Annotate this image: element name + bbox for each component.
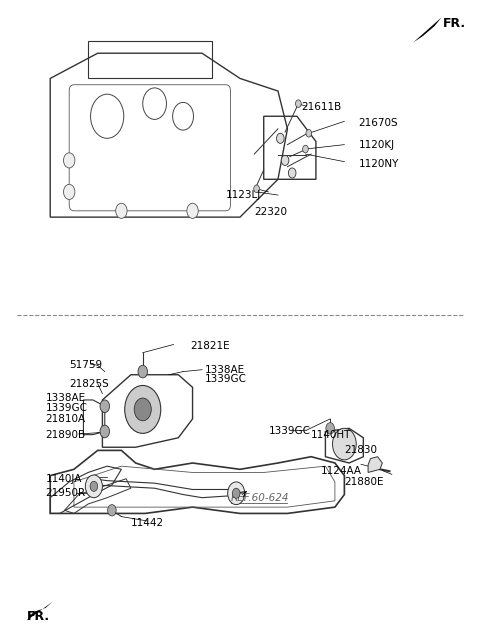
Polygon shape (368, 457, 383, 473)
Text: 1140HT: 1140HT (311, 430, 351, 439)
Circle shape (100, 400, 109, 413)
Circle shape (90, 481, 97, 492)
Text: 1124AA: 1124AA (321, 466, 361, 476)
Circle shape (254, 185, 260, 193)
Text: 1123LJ: 1123LJ (226, 190, 261, 200)
Text: 21611B: 21611B (301, 102, 342, 112)
Circle shape (187, 204, 198, 218)
Text: 1338AE: 1338AE (46, 393, 85, 403)
Circle shape (125, 385, 161, 433)
Text: FR.: FR. (26, 610, 49, 623)
Text: FR.: FR. (443, 17, 466, 30)
Circle shape (63, 153, 75, 168)
Circle shape (134, 398, 151, 421)
Circle shape (302, 145, 308, 153)
Text: 1339GC: 1339GC (46, 403, 87, 413)
Circle shape (100, 425, 109, 438)
Text: 21880E: 21880E (344, 477, 384, 487)
Text: 1339GC: 1339GC (204, 374, 246, 384)
Text: REF.60-624: REF.60-624 (230, 493, 289, 502)
Text: 1120NY: 1120NY (359, 158, 399, 169)
Text: 21950R: 21950R (46, 488, 85, 498)
Text: 1338AE: 1338AE (204, 364, 244, 375)
Circle shape (138, 365, 147, 378)
Circle shape (116, 204, 127, 218)
Text: 1140JA: 1140JA (46, 474, 82, 484)
Text: 51759: 51759 (69, 360, 102, 370)
Circle shape (333, 428, 356, 460)
Circle shape (276, 134, 284, 143)
Circle shape (306, 130, 312, 137)
Text: 21810A: 21810A (46, 414, 85, 424)
Circle shape (63, 184, 75, 200)
Circle shape (288, 168, 296, 178)
Text: 1339GC: 1339GC (268, 427, 311, 436)
Circle shape (296, 100, 301, 107)
Text: 21825S: 21825S (69, 379, 109, 389)
Polygon shape (26, 602, 53, 621)
Text: 11442: 11442 (131, 518, 164, 528)
Polygon shape (413, 17, 442, 43)
Circle shape (108, 504, 116, 516)
Text: 21890B: 21890B (46, 430, 85, 439)
Circle shape (228, 482, 245, 504)
Text: 21830: 21830 (344, 445, 377, 455)
Circle shape (85, 475, 102, 498)
Circle shape (232, 488, 240, 499)
Text: 22320: 22320 (254, 207, 287, 217)
Text: 1120KJ: 1120KJ (359, 140, 395, 149)
Circle shape (326, 423, 335, 434)
Text: 21670S: 21670S (359, 118, 398, 128)
Text: 21821E: 21821E (190, 342, 230, 351)
Circle shape (281, 155, 289, 165)
